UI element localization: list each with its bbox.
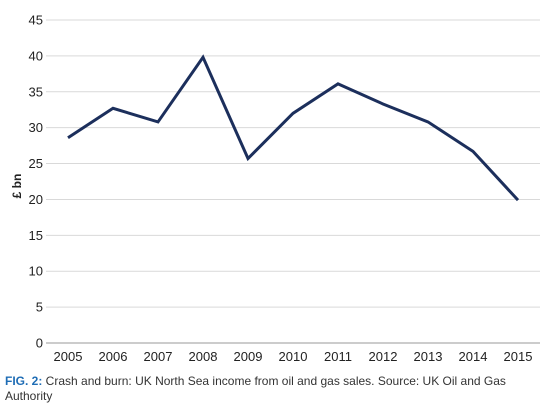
y-axis-ticks: 0 5 10 15 20 25 30 35 40 45: [29, 13, 43, 351]
y-tick-label: 0: [36, 336, 43, 351]
y-tick-label: 30: [29, 120, 43, 135]
x-tick-label: 2011: [324, 349, 352, 364]
figure-label: FIG. 2:: [5, 374, 43, 388]
x-tick-label: 2006: [99, 349, 128, 364]
x-tick-label: 2012: [369, 349, 398, 364]
x-tick-label: 2015: [504, 349, 533, 364]
x-tick-label: 2007: [144, 349, 173, 364]
y-tick-label: 25: [29, 156, 43, 171]
y-tick-label: 35: [29, 84, 43, 99]
y-tick-label: 40: [29, 48, 43, 63]
series-line: [67, 54, 520, 202]
x-axis-ticks: 2005 2006 2007 2008 2009 2010 2011 2012 2013 2014…: [54, 349, 533, 364]
x-tick-label: 2013: [414, 349, 443, 364]
x-tick-label: 2009: [234, 349, 263, 364]
series-layer: [67, 54, 520, 202]
gridlines: [46, 19, 540, 344]
x-tick-label: 2008: [189, 349, 218, 364]
y-tick-label: 10: [29, 264, 43, 279]
x-tick-label: 2014: [459, 349, 488, 364]
y-tick-label: 15: [29, 228, 43, 243]
caption-text: Crash and burn: UK North Sea income from…: [5, 374, 506, 403]
x-tick-label: 2005: [54, 349, 83, 364]
y-tick-label: 20: [29, 192, 43, 207]
y-axis-label: £ bn: [10, 174, 24, 199]
x-tick-label: 2010: [279, 349, 308, 364]
y-tick-label: 5: [36, 300, 43, 315]
y-tick-label: 45: [29, 13, 43, 28]
figure-caption: FIG. 2: Crash and burn: UK North Sea inc…: [5, 374, 545, 404]
